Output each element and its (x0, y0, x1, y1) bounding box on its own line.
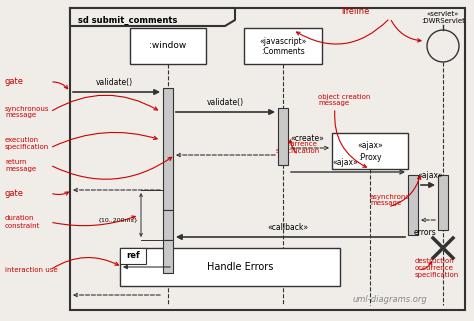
Text: destruction
occurrence
specification: destruction occurrence specification (415, 258, 459, 278)
Text: :window: :window (149, 41, 187, 50)
Bar (278, 108, 288, 165)
Text: «create»: «create» (290, 134, 324, 143)
Text: ref: ref (126, 251, 140, 261)
Text: interaction use: interaction use (5, 267, 58, 273)
Bar (130, 28, 206, 64)
Text: synchronous
message: synchronous message (5, 106, 49, 118)
Text: occurrence
specification: occurrence specification (276, 142, 320, 154)
Polygon shape (70, 8, 235, 26)
Text: :Comments: :Comments (261, 48, 305, 56)
Text: execution
specification: execution specification (5, 136, 49, 150)
Text: gate: gate (5, 77, 24, 86)
Text: validate(): validate() (95, 78, 133, 87)
Text: «ajax»: «ajax» (417, 171, 443, 180)
Bar (408, 175, 418, 235)
Text: :Proxy: :Proxy (358, 152, 382, 161)
Text: lifeline: lifeline (341, 7, 369, 16)
Bar (163, 240, 173, 273)
Text: sd submit_comments: sd submit_comments (78, 15, 177, 25)
Bar (332, 133, 408, 169)
Text: asynchronous
message: asynchronous message (370, 194, 419, 206)
Bar (70, 8, 465, 310)
Text: object creation
message: object creation message (318, 93, 370, 107)
Text: «ajax»: «ajax» (332, 158, 358, 167)
Bar (438, 175, 448, 230)
Text: «callback»: «callback» (267, 223, 309, 232)
Text: return
message: return message (5, 159, 36, 171)
Bar (120, 248, 340, 286)
Bar (163, 210, 173, 240)
Text: {10..200ms}: {10..200ms} (97, 218, 138, 222)
Bar (120, 248, 146, 264)
Text: «ajax»: «ajax» (357, 142, 383, 151)
Bar (244, 28, 322, 64)
Text: «javascript»: «javascript» (259, 37, 307, 46)
Text: validate(): validate() (207, 98, 244, 107)
Text: Handle Errors: Handle Errors (207, 262, 273, 272)
Text: :DWRServlet: :DWRServlet (421, 18, 465, 24)
Text: «servlet»: «servlet» (427, 11, 459, 17)
Text: duration
constraint: duration constraint (5, 215, 40, 229)
Text: errors: errors (414, 228, 437, 237)
Bar (163, 88, 173, 210)
Text: gate: gate (5, 188, 24, 197)
Text: uml-diagrams.org: uml-diagrams.org (353, 296, 428, 305)
